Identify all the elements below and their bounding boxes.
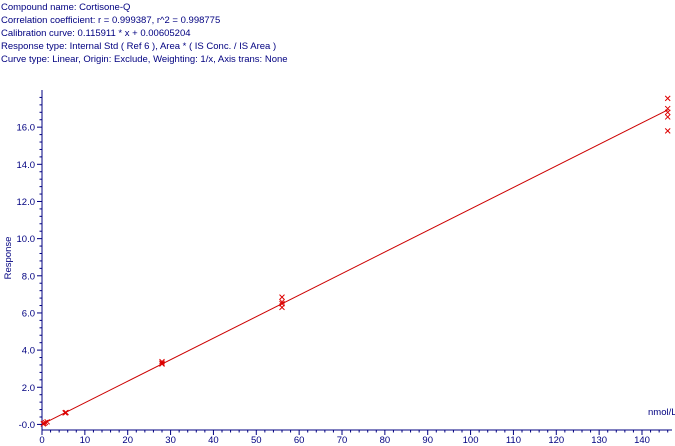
data-points (40, 95, 671, 427)
y-tick-label: 8.0 (22, 271, 35, 282)
data-point (664, 114, 671, 120)
x-tick-label: 60 (294, 435, 305, 446)
x-tick-label: 110 (506, 435, 521, 446)
data-point (664, 128, 671, 134)
x-tick-label: 120 (548, 435, 564, 446)
y-tick-label: 6.0 (22, 308, 35, 319)
x-tick-label: 70 (337, 435, 348, 446)
x-tick-label: 80 (380, 435, 391, 446)
x-tick-label: 100 (463, 435, 479, 446)
data-point (159, 358, 165, 365)
x-tick-label: 0 (39, 435, 44, 446)
y-tick-label: 14.0 (17, 160, 36, 171)
data-point-stroke (664, 105, 671, 112)
calibration-curve: Calibration curve: 0.115911 * x + 0.0060… (1, 28, 191, 39)
correlation-coefficient: Correlation coefficient: r = 0.999387, r… (1, 15, 221, 26)
x-tick-label: 90 (422, 435, 433, 446)
data-point-stroke (664, 128, 671, 134)
data-point (44, 418, 50, 425)
data-point-stroke (42, 419, 49, 426)
data-point-stroke (44, 418, 50, 425)
x-tick-label: 130 (591, 435, 607, 446)
y-tick-label: -0.0 (19, 420, 35, 431)
fit-line (41, 109, 668, 425)
data-point-stroke (62, 410, 68, 416)
x-tick-label: 30 (165, 435, 176, 446)
data-point-stroke (279, 298, 285, 305)
x-tick-label: 140 (634, 435, 650, 446)
data-point (664, 105, 671, 112)
data-point (279, 300, 285, 307)
x-tick-label: 50 (251, 435, 262, 446)
compound-name: Compound name: Cortisone-Q (1, 2, 131, 13)
data-point (279, 298, 285, 305)
data-point-stroke (279, 300, 285, 307)
response-type: Response type: Internal Std ( Ref 6 ), A… (1, 41, 277, 52)
data-point (664, 95, 671, 102)
data-point (159, 360, 165, 366)
data-point (62, 410, 68, 416)
x-tick-label: 20 (122, 435, 133, 446)
data-point-stroke (159, 360, 165, 366)
x-tick-label: 40 (208, 435, 219, 446)
data-point (159, 361, 165, 367)
x-tick-label: 10 (80, 435, 91, 446)
data-point-stroke (664, 114, 671, 120)
data-point (279, 294, 285, 301)
y-tick-label: 16.0 (17, 123, 36, 134)
y-tick-label: 10.0 (17, 234, 36, 245)
data-point-stroke (664, 95, 671, 102)
chart-axes: 0 10 20 30 40 50 60 70 80 90 100 110 120 130 140 -0.0 2.… (17, 90, 672, 446)
data-point-stroke (279, 294, 285, 301)
curve-type: Curve type: Linear, Origin: Exclude, Wei… (1, 54, 288, 65)
data-point-stroke (159, 358, 165, 365)
data-point (42, 419, 49, 426)
data-point-stroke (159, 361, 165, 367)
y-tick-label: 12.0 (17, 197, 36, 208)
y-axis-label: Response (3, 237, 14, 280)
fit-line-group (41, 109, 668, 425)
chart-header: Compound name: Cortisone-Q Correlation c… (1, 1, 288, 66)
y-tick-label: 2.0 (22, 383, 35, 394)
y-tick-label: 4.0 (22, 346, 35, 357)
x-axis-label: nmol/L (648, 407, 675, 418)
